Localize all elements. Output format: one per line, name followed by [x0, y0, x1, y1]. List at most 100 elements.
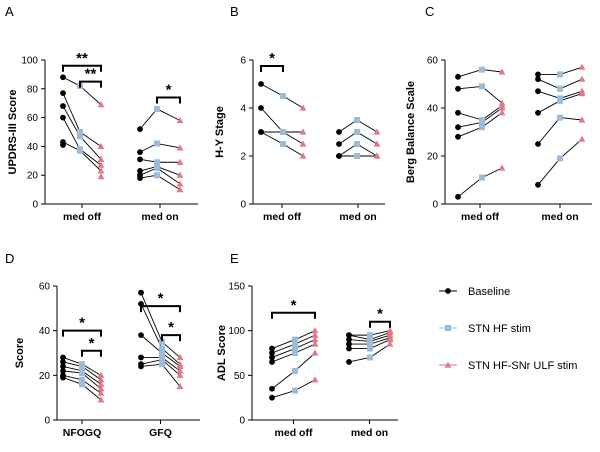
legend-label: STN HF-SNr ULF stim: [468, 360, 577, 372]
y-tick-label: 4: [240, 104, 246, 115]
subject-line: [356, 119, 378, 133]
ulf-point: [176, 180, 184, 187]
ulf-point: [97, 371, 105, 378]
subject-line: [139, 108, 158, 130]
subject-line: [81, 383, 102, 401]
baseline-point: [60, 374, 66, 381]
subject-line: [537, 90, 561, 99]
ulf-point: [97, 173, 105, 180]
significance-bracket: [79, 80, 102, 88]
ulf-point: [176, 171, 184, 178]
baseline-point: [60, 367, 66, 374]
hf-point: [367, 354, 373, 361]
ulf-point: [498, 104, 506, 111]
subject-line: [369, 343, 391, 358]
hf-point: [159, 338, 165, 345]
hf-point: [292, 336, 298, 343]
y-tick-label: 0: [240, 200, 246, 211]
baseline-point: [138, 289, 144, 296]
baseline-point: [346, 336, 352, 343]
significance-bracket: [81, 349, 102, 357]
ulf-point: [311, 327, 319, 334]
hf-point: [159, 356, 165, 363]
hf-point: [479, 83, 485, 90]
hf-point: [292, 341, 298, 348]
subject-line: [481, 107, 503, 123]
significance-label: **: [76, 50, 88, 67]
hf-point: [154, 165, 160, 171]
x-category-label: med on: [339, 211, 376, 223]
subject-line: [140, 303, 163, 349]
subject-line: [457, 121, 483, 128]
ulf-point: [176, 362, 184, 369]
significance-label: *: [89, 335, 95, 352]
subject-line: [559, 138, 583, 159]
significance-bracket: [271, 311, 316, 319]
hf-point: [79, 363, 85, 370]
panel-letter: A: [5, 4, 14, 19]
ulf-point: [97, 380, 105, 387]
ulf-point: [311, 349, 319, 356]
y-tick-label: 0: [432, 200, 438, 211]
hf-point: [154, 140, 160, 147]
significance-label: *: [269, 50, 275, 67]
significance-bracket: [161, 334, 181, 342]
subject-line: [79, 148, 102, 166]
subject-line: [559, 66, 583, 75]
baseline-point: [60, 90, 66, 97]
y-tick-label: 20: [427, 152, 439, 163]
hf-point: [154, 159, 160, 166]
hf-point: [557, 114, 563, 121]
subject-line: [457, 112, 483, 121]
baseline-point: [346, 341, 352, 347]
subject-line: [294, 330, 316, 341]
subject-line: [481, 69, 503, 73]
subject-line: [271, 352, 296, 363]
baseline-point: [269, 350, 275, 356]
ulf-point: [176, 382, 184, 390]
subject-line: [356, 143, 378, 157]
ulf-point: [176, 116, 184, 124]
hf-point: [79, 370, 85, 377]
ulf-point: [176, 371, 184, 378]
hf-point: [154, 172, 160, 179]
y-tick-label: 80: [27, 84, 39, 95]
ulf-point: [176, 144, 184, 151]
significance-label: *: [166, 81, 172, 98]
hf-point: [77, 133, 83, 140]
panel-a: A 0 20 40 60 80 100 UPDRS-III Score med off med o…: [5, 4, 198, 223]
hf-point: [159, 361, 165, 368]
ulf-point: [498, 164, 506, 171]
significance-label: *: [377, 306, 383, 323]
hf-point: [159, 350, 165, 356]
baseline-point: [535, 141, 541, 147]
ulf-point: [311, 331, 319, 338]
subject-line: [161, 363, 181, 387]
baseline-point: [137, 175, 143, 181]
subject-line: [559, 117, 583, 121]
baseline-point: [258, 105, 264, 111]
significance-bracket: [156, 96, 181, 104]
baseline-point: [455, 133, 461, 140]
panel-letter: E: [230, 251, 239, 266]
baseline-point: [336, 141, 342, 147]
ulf-point: [176, 367, 184, 374]
subject-line: [481, 167, 503, 179]
ulf-point: [97, 161, 105, 168]
subject-line: [457, 85, 483, 90]
baseline-point: [455, 109, 461, 116]
y-tick-label: 40: [39, 326, 51, 337]
hf-point: [479, 124, 485, 131]
x-category-label: med off: [275, 427, 313, 439]
y-tick-label: 2: [240, 152, 246, 163]
ulf-point: [498, 109, 506, 116]
y-tick-label: 60: [427, 56, 439, 67]
y-axis-label: Berg Balance Scale: [405, 81, 417, 183]
subject-line: [294, 352, 316, 372]
baseline-point: [269, 354, 275, 361]
y-tick-label: 20: [27, 171, 39, 182]
subject-line: [348, 334, 371, 341]
baseline-point: [336, 129, 342, 135]
subject-line: [294, 339, 316, 349]
